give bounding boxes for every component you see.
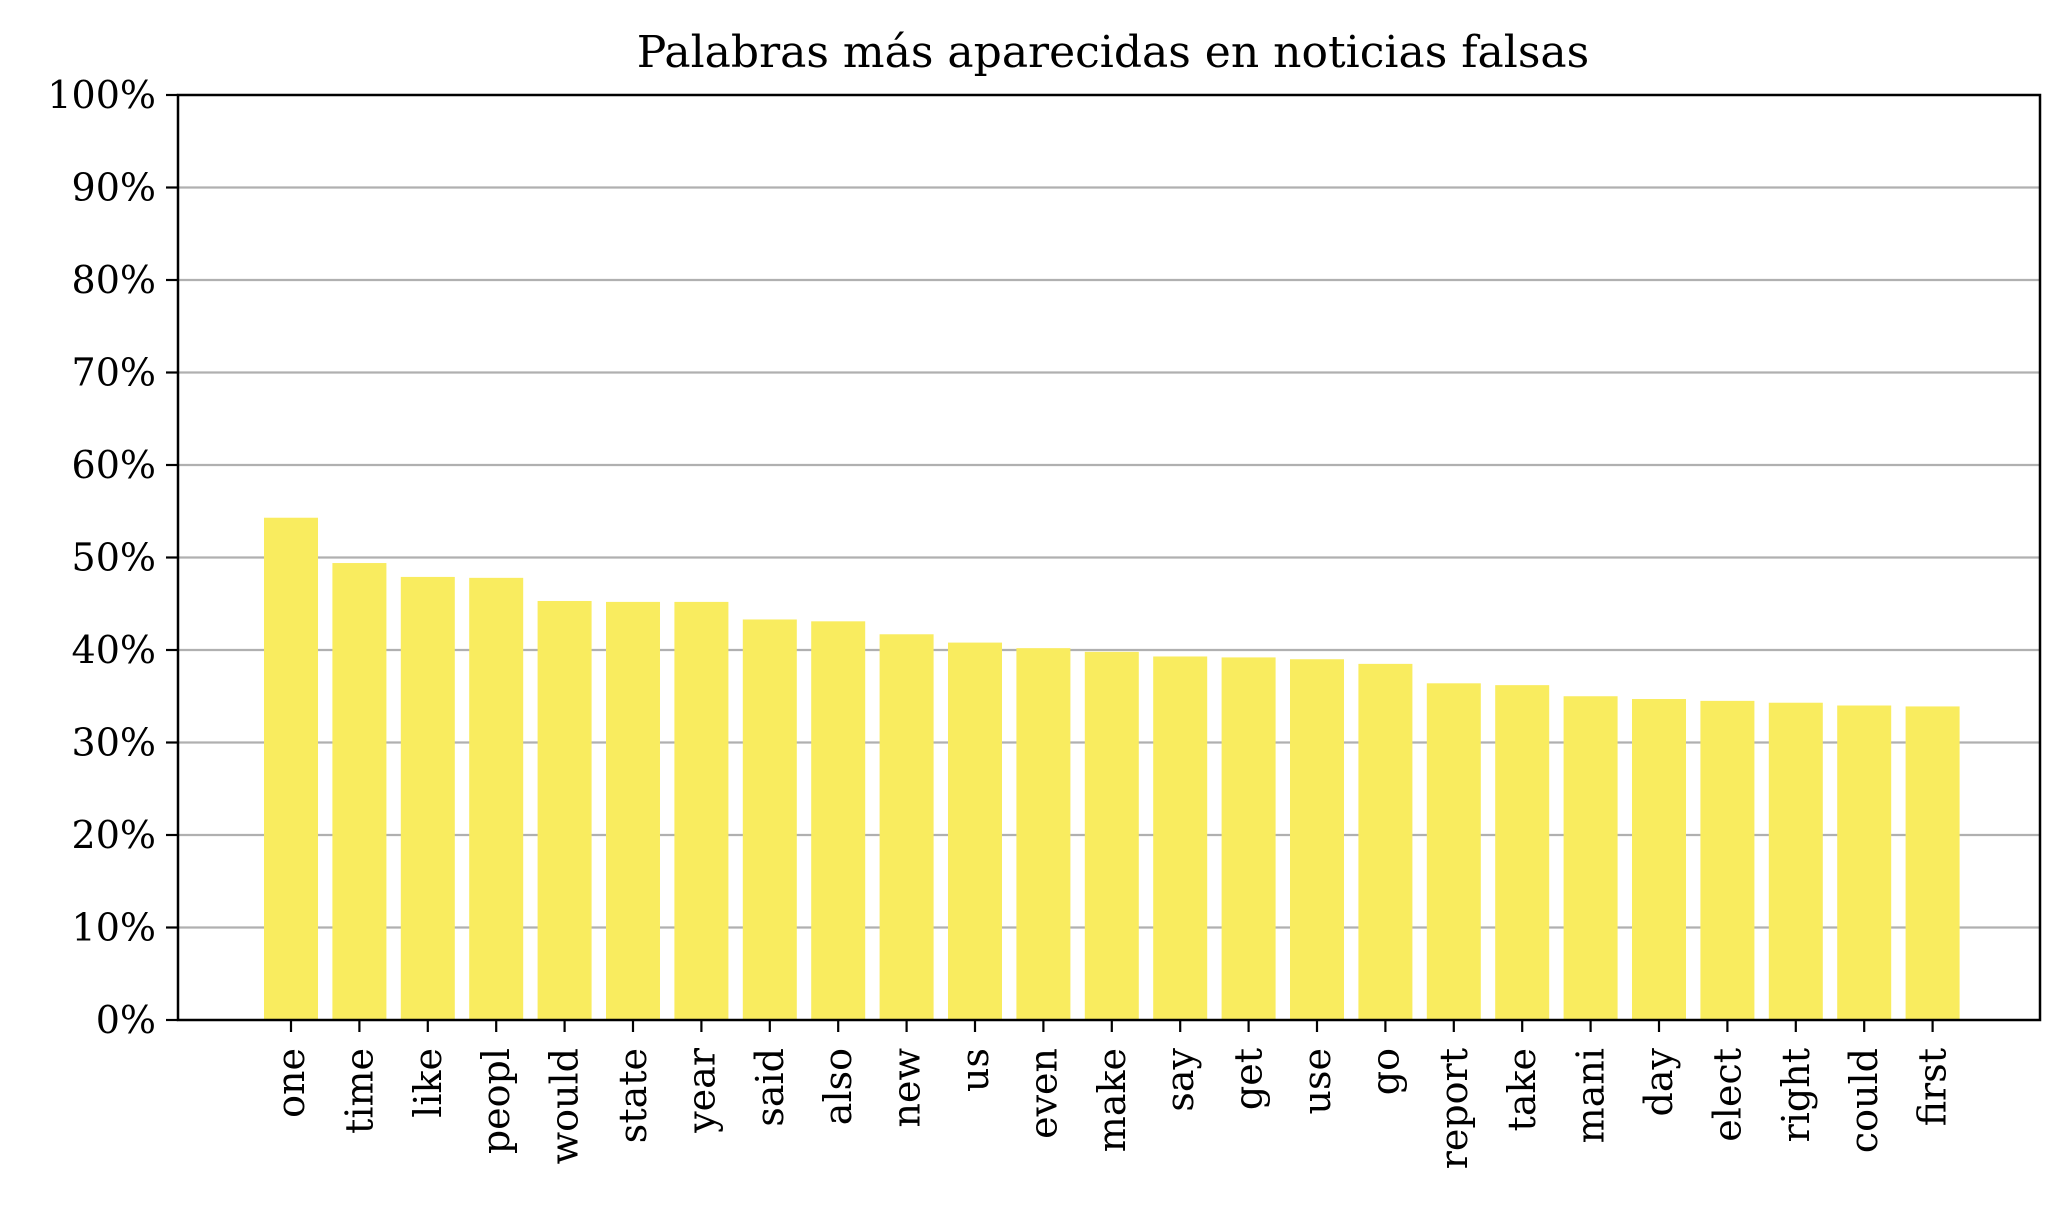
x-tick-label: first [1911, 1048, 1955, 1126]
y-tick-label: 20% [72, 813, 156, 857]
x-tick-label: say [1158, 1047, 1202, 1111]
x-tick-label: peopl [474, 1048, 518, 1154]
bar-make [1084, 651, 1139, 1020]
bar-take [1495, 685, 1550, 1020]
bar-report [1426, 683, 1481, 1020]
x-tick-label: even [1021, 1048, 1065, 1139]
y-tick-label: 100% [47, 73, 156, 117]
bar-elect [1700, 700, 1755, 1020]
x-tick-label: said [748, 1048, 792, 1127]
bar-time [332, 563, 387, 1020]
bars [264, 517, 1960, 1020]
x-tick-label: new [885, 1048, 929, 1128]
x-tick-label: take [1500, 1048, 1544, 1131]
x-axis: one time like peopl would state year said also ne… [269, 1020, 1955, 1169]
x-tick-label: us [953, 1048, 997, 1092]
y-tick-label: 0% [96, 998, 156, 1042]
y-tick-label: 80% [72, 258, 156, 302]
x-tick-label: year [679, 1047, 723, 1134]
x-tick-label: state [611, 1048, 655, 1143]
bar-right [1768, 702, 1823, 1020]
x-tick-label: report [1432, 1048, 1476, 1169]
bar-even [1016, 648, 1071, 1020]
x-tick-label: time [337, 1048, 381, 1134]
y-tick-label: 50% [72, 536, 156, 580]
x-tick-label: one [269, 1048, 313, 1118]
bar-could [1837, 705, 1892, 1020]
bar-new [879, 634, 934, 1020]
y-axis: 0% 10% 20% 30% 40% 50% 60% 70% 80% 90% 100% [47, 73, 178, 1042]
y-tick-label: 10% [72, 906, 156, 950]
x-tick-label: also [816, 1048, 860, 1125]
bar-would [537, 600, 592, 1020]
bar-first [1905, 706, 1960, 1020]
x-tick-label: could [1842, 1048, 1886, 1153]
x-tick-label: would [543, 1048, 587, 1164]
x-tick-label: mani [1569, 1048, 1613, 1143]
bar-mani [1563, 696, 1618, 1020]
x-tick-label: use [1295, 1048, 1339, 1114]
bar-get [1221, 657, 1276, 1020]
bar-peopl [469, 577, 524, 1020]
bar-us [948, 642, 1002, 1020]
x-tick-label: go [1363, 1048, 1407, 1095]
bar-state [606, 601, 660, 1020]
bar-said [742, 619, 797, 1020]
x-tick-label: day [1637, 1047, 1681, 1116]
chart-title: Palabras más aparecidas en noticias fals… [637, 27, 1590, 78]
x-tick-label: right [1774, 1048, 1818, 1142]
y-tick-label: 40% [72, 628, 156, 672]
y-tick-label: 30% [72, 721, 156, 765]
bar-day [1632, 699, 1686, 1020]
bar-use [1290, 659, 1344, 1020]
bar-also [811, 621, 866, 1020]
y-tick-label: 70% [72, 351, 156, 395]
x-tick-label: make [1090, 1048, 1134, 1152]
bar-go [1358, 663, 1413, 1020]
y-tick-label: 60% [72, 443, 156, 487]
bar-say [1153, 656, 1208, 1020]
bar-year [674, 601, 729, 1020]
x-tick-label: elect [1705, 1048, 1749, 1142]
x-tick-label: like [406, 1048, 450, 1118]
y-tick-label: 90% [72, 166, 156, 210]
x-tick-label: get [1227, 1048, 1271, 1110]
bar-one [264, 517, 318, 1020]
bar-like [400, 576, 455, 1020]
